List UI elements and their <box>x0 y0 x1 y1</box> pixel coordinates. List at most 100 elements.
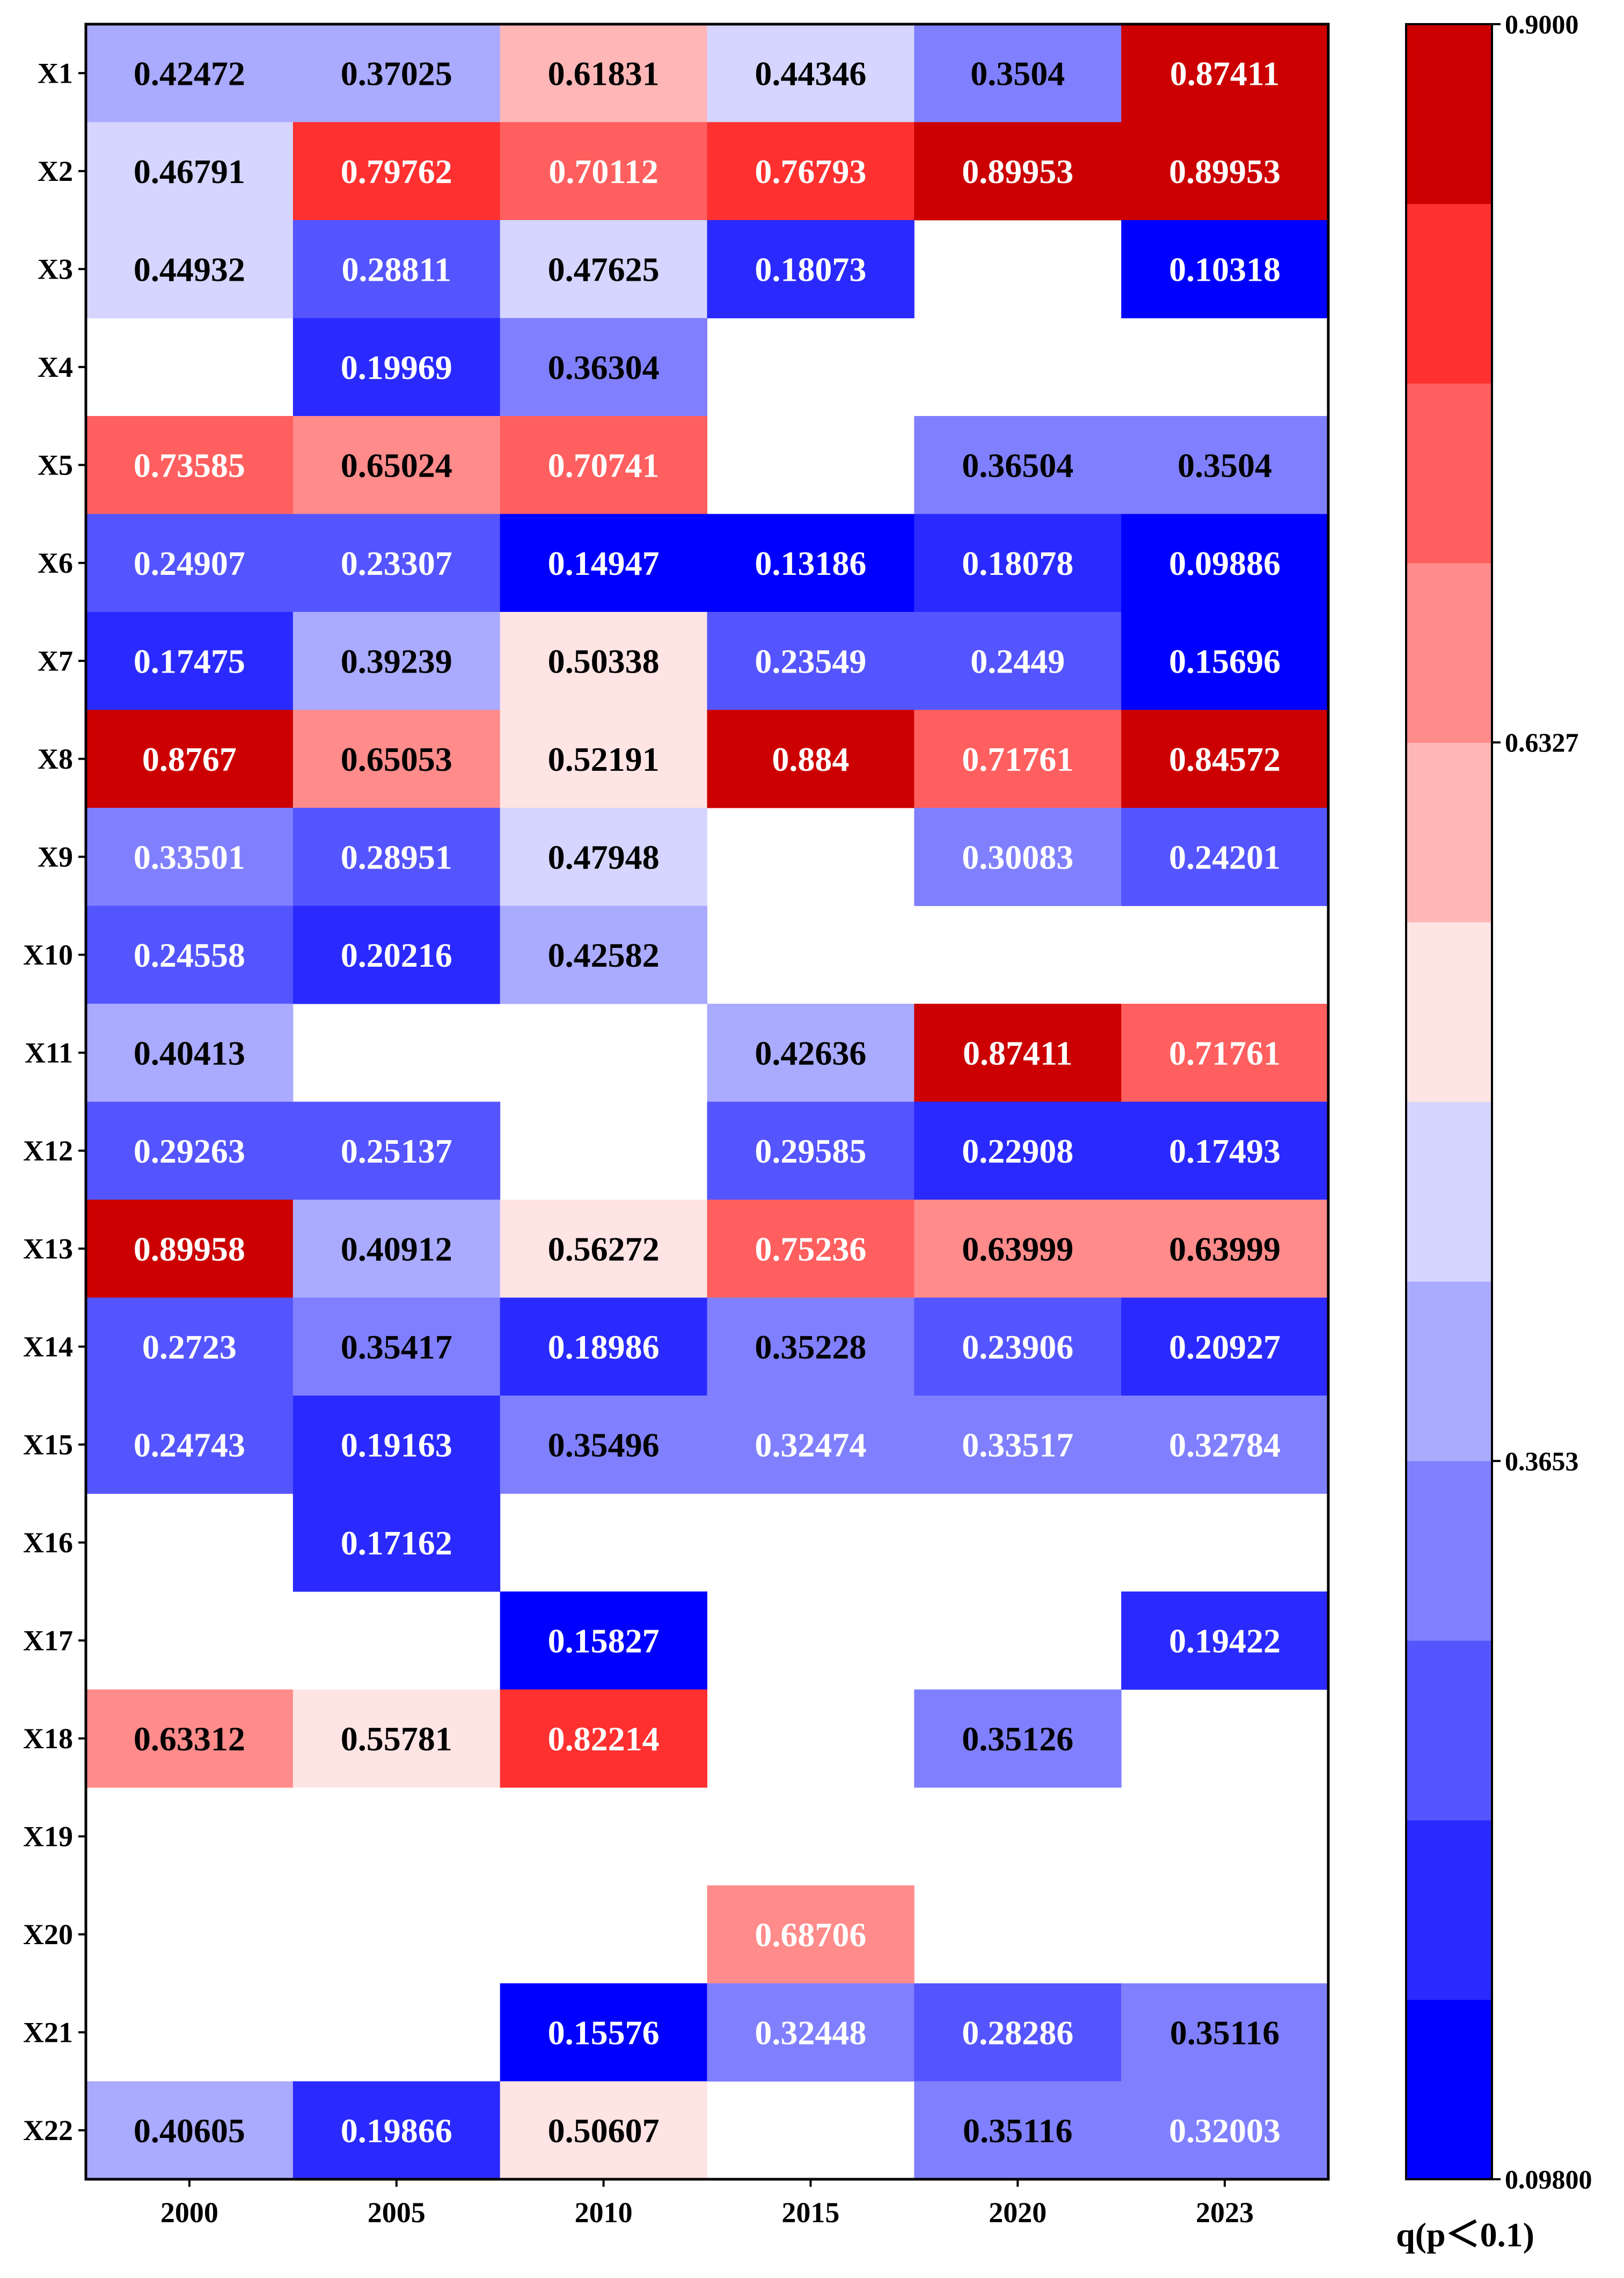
colorbar-frame <box>1405 23 1493 2180</box>
heatmap-cell-labels: 0.42472 0.37025 0.61831 0.44346 0.3504 0.8741… <box>134 54 1281 2150</box>
y-tick-label: X8 <box>38 743 73 775</box>
cell-value-label: 0.89953 <box>1169 152 1281 191</box>
x-tick-label: 2015 <box>781 2196 839 2229</box>
cell-value-label: 0.17493 <box>1169 1132 1281 1170</box>
cell-value-label: 0.29585 <box>755 1132 866 1170</box>
heatmap-cell <box>86 416 294 514</box>
cell-value-label: 0.30083 <box>962 838 1073 876</box>
x-tick-label: 2000 <box>160 2196 218 2229</box>
heatmap-cell <box>86 1004 294 1102</box>
heatmap-cell <box>707 1885 915 1984</box>
heatmap-cell <box>500 906 707 1004</box>
heatmap-cell <box>292 1396 501 1494</box>
cell-value-label: 0.75236 <box>755 1230 866 1268</box>
cell-value-label: 0.09886 <box>1169 544 1281 582</box>
cell-value-label: 0.24907 <box>134 544 245 582</box>
heatmap-cell <box>707 514 915 612</box>
y-tick-label: X11 <box>25 1036 73 1069</box>
x-tick-label: 2010 <box>575 2196 633 2229</box>
y-tick-label: X1 <box>38 57 73 89</box>
cell-value-label: 0.24558 <box>134 936 245 974</box>
heatmap-cell <box>292 1200 501 1298</box>
heatmap-cell <box>500 2081 707 2180</box>
cell-value-label: 0.33501 <box>134 838 245 876</box>
heatmap-cell <box>707 1396 915 1494</box>
heatmap-cell <box>86 808 294 906</box>
cell-value-label: 0.29263 <box>134 1132 245 1170</box>
heatmap-cell <box>86 1689 294 1788</box>
cell-value-label: 0.24743 <box>134 1426 245 1464</box>
colorbar-segment <box>1406 1461 1492 1641</box>
heatmap-cell <box>292 1689 501 1788</box>
cell-value-label: 0.63999 <box>962 1230 1073 1268</box>
heatmap-cell <box>500 1200 707 1298</box>
heatmap-cell <box>500 24 707 122</box>
cell-value-label: 0.15696 <box>1169 642 1281 680</box>
heatmap-cell <box>707 612 915 710</box>
cell-value-label: 0.65053 <box>341 740 452 778</box>
cell-value-label: 0.8767 <box>142 740 237 778</box>
heatmap-cell <box>1121 1200 1329 1298</box>
y-tick-label: X12 <box>23 1135 73 1167</box>
cell-value-label: 0.42582 <box>548 936 660 974</box>
cell-value-label: 0.35496 <box>548 1426 660 1464</box>
cell-value-label: 0.23549 <box>755 642 866 680</box>
cell-value-label: 0.24201 <box>1169 838 1281 876</box>
heatmap-cell <box>1121 1004 1329 1102</box>
heatmap-cell <box>86 1396 294 1494</box>
cell-value-label: 0.23906 <box>962 1328 1073 1366</box>
heatmap-cell <box>500 220 707 318</box>
cell-value-label: 0.23307 <box>341 544 452 582</box>
cell-value-label: 0.28811 <box>342 250 451 288</box>
cell-value-label: 0.70741 <box>548 446 660 484</box>
cell-value-label: 0.19163 <box>341 1426 452 1464</box>
cell-value-label: 0.19422 <box>1169 1622 1281 1660</box>
heatmap-cell <box>1121 416 1329 514</box>
heatmap-cell <box>500 1983 707 2082</box>
heatmap-cell <box>500 1297 707 1396</box>
cell-value-label: 0.19969 <box>341 348 452 386</box>
heatmap-cell <box>914 612 1122 710</box>
cell-value-label: 0.32474 <box>755 1426 866 1464</box>
cell-value-label: 0.50607 <box>548 2112 660 2150</box>
heatmap-cell <box>1121 1101 1329 1200</box>
cell-value-label: 0.56272 <box>548 1230 660 1268</box>
heatmap-cell <box>707 1101 915 1200</box>
colorbar-segment <box>1406 1101 1492 1282</box>
heatmap-cell <box>500 710 707 808</box>
colorbar-segment <box>1406 922 1492 1102</box>
cell-value-label: 0.68706 <box>755 1916 866 1954</box>
heatmap-cell <box>500 612 707 710</box>
cell-value-label: 0.22908 <box>962 1132 1073 1170</box>
cell-value-label: 0.47948 <box>548 838 660 876</box>
y-tick-label: X22 <box>23 2114 73 2146</box>
heatmap-cell <box>1121 1983 1329 2082</box>
cell-value-label: 0.52191 <box>548 740 660 778</box>
y-tick-label: X17 <box>23 1624 73 1656</box>
x-tick-label: 2023 <box>1196 2196 1254 2229</box>
cell-value-label: 0.37025 <box>341 54 452 92</box>
colorbar-segment <box>1406 1999 1492 2180</box>
heatmap-cell <box>914 808 1122 906</box>
heatmap-cell <box>914 710 1122 808</box>
y-tick-label: X6 <box>38 547 73 579</box>
y-axis: X1 X2 X3 X4 X5 X6 X7 X8 X9 X10 X11 X12 X13 X14 X15 X16 X… <box>23 57 86 2146</box>
heatmap-cell <box>86 220 294 318</box>
heatmap-cell <box>914 122 1122 221</box>
heatmap-cells <box>86 24 1329 2180</box>
heatmap-cell <box>914 1200 1122 1298</box>
cell-value-label: 0.20216 <box>341 936 452 974</box>
cell-value-label: 0.2723 <box>142 1328 237 1366</box>
heatmap-cell <box>500 122 707 221</box>
cell-value-label: 0.55781 <box>341 1720 452 1758</box>
heatmap-cell <box>500 1591 707 1690</box>
cell-value-label: 0.33517 <box>962 1426 1073 1464</box>
heatmap-cell <box>1121 808 1329 906</box>
cell-value-label: 0.42472 <box>134 54 245 92</box>
heatmap-cell <box>707 220 915 318</box>
heatmap-cell <box>1121 710 1329 808</box>
cell-value-label: 0.18073 <box>755 250 866 288</box>
cell-value-label: 0.2449 <box>970 642 1065 680</box>
heatmap-cell <box>1121 2081 1329 2180</box>
cell-value-label: 0.17475 <box>134 642 245 680</box>
